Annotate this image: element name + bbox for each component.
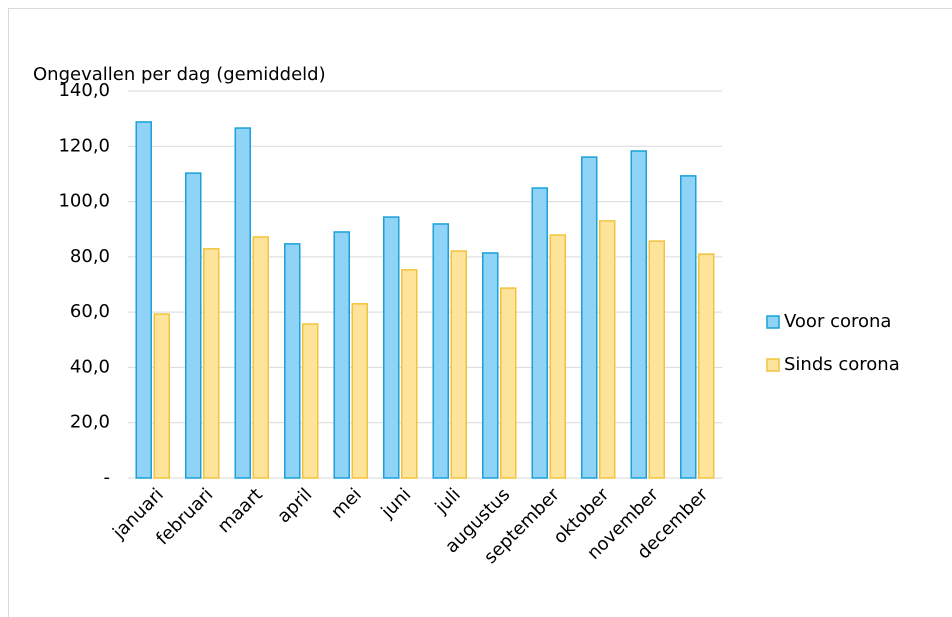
bar (549, 234, 566, 479)
y-tick-label: 100,0 (58, 191, 110, 212)
bar (432, 223, 449, 479)
bar (234, 127, 251, 479)
x-tick-label: juni (377, 484, 416, 523)
bar (135, 121, 152, 479)
bar (531, 187, 548, 479)
legend-swatch (766, 358, 780, 372)
legend-swatch (766, 315, 780, 329)
chart-frame (8, 8, 952, 617)
x-tick-label: maart (214, 484, 267, 537)
y-tick-label: 80,0 (70, 246, 110, 267)
bar (401, 269, 418, 479)
bar (185, 172, 202, 479)
bar (450, 250, 467, 479)
y-tick-label: 20,0 (70, 412, 110, 433)
legend-label: Voor corona (784, 311, 891, 332)
x-tick-label: april (273, 484, 316, 527)
y-tick-label: 60,0 (70, 301, 110, 322)
bar (153, 313, 170, 479)
bar (630, 150, 647, 479)
bar (302, 323, 319, 479)
bar (581, 156, 598, 479)
x-tick-label: mei (327, 484, 366, 523)
bar (599, 220, 616, 479)
y-tick-label: 120,0 (58, 135, 110, 156)
bar (680, 175, 697, 479)
bar (333, 231, 350, 479)
bar (383, 216, 400, 479)
legend-label: Sinds corona (784, 354, 900, 375)
y-tick-label: 140,0 (58, 80, 110, 101)
bar (482, 252, 499, 479)
bar (698, 253, 715, 479)
y-tick-label: 40,0 (70, 356, 110, 377)
bar (500, 287, 517, 479)
y-tick-label: - (104, 467, 111, 488)
bar (284, 243, 301, 479)
chart-title: Ongevallen per dag (gemiddeld) (33, 64, 326, 85)
bar (648, 240, 665, 479)
bar (203, 248, 220, 479)
bar (252, 236, 269, 479)
x-tick-label: juli (431, 484, 465, 518)
bar (351, 303, 368, 479)
